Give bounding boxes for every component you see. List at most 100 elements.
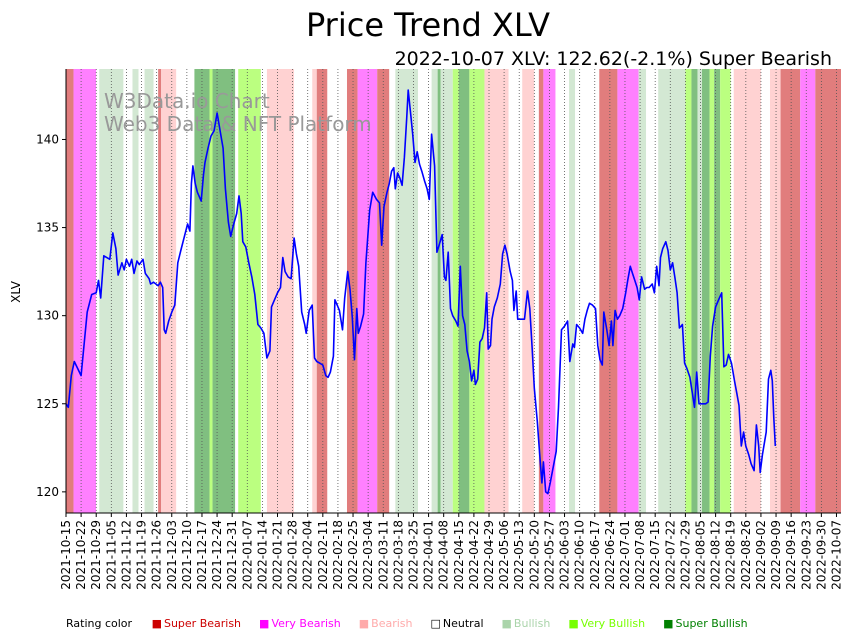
- rating-band-super-bearish: [346, 69, 358, 513]
- legend-swatch: ■: [568, 617, 579, 630]
- x-tick-label: 2022-09-02: [754, 520, 768, 590]
- y-tick-label: 120: [36, 485, 59, 499]
- y-tick-label: 125: [36, 397, 59, 411]
- x-tick-label: 2021-12-10: [180, 520, 194, 590]
- rating-band-very-bullish: [685, 69, 692, 513]
- rating-band-super-bullish: [458, 69, 470, 513]
- x-tick-label: 2022-08-19: [724, 520, 738, 590]
- x-tick-label: 2022-02-04: [301, 520, 315, 590]
- legend-item-very-bullish: ■ Very Bullish: [568, 617, 647, 630]
- rating-band-bearish: [484, 69, 509, 513]
- x-tick-label: 2021-10-22: [74, 520, 88, 590]
- x-tick-label: 2022-02-11: [316, 520, 330, 590]
- rating-band-neutral: [534, 69, 539, 513]
- legend-swatch: ■: [259, 617, 270, 630]
- rating-band-super-bearish: [158, 69, 162, 513]
- rating-band-bullish: [569, 69, 576, 513]
- price-line: [65, 89, 777, 495]
- rating-band-bearish: [161, 69, 177, 513]
- watermark-line-2: Web3 Data & NFT Platform: [104, 112, 372, 136]
- legend-label: Bearish: [371, 617, 413, 630]
- x-tick-label: 2022-02-25: [346, 520, 360, 590]
- x-tick-label: 2021-12-24: [210, 520, 224, 590]
- rating-band-super-bullish: [691, 69, 698, 513]
- legend-swatch: ■: [663, 617, 674, 630]
- legend-item-super-bearish: ■ Super Bearish: [152, 617, 243, 630]
- x-tick-label: 2022-10-07: [830, 520, 844, 590]
- rating-band-bullish: [431, 69, 438, 513]
- rating-band-super-bullish: [714, 69, 721, 513]
- x-tick-label: 2022-06-03: [558, 520, 572, 590]
- legend-label: Bullish: [513, 617, 551, 630]
- rating-band-neutral: [555, 69, 570, 513]
- x-tick-label: 2022-09-30: [814, 520, 828, 590]
- rating-band-very-bearish: [617, 69, 639, 513]
- rating-band-very-bearish: [73, 69, 97, 513]
- chart-title: Price Trend XLV: [306, 6, 550, 44]
- x-tick-label: 2022-06-17: [588, 520, 602, 590]
- rating-band-very-bearish: [357, 69, 378, 513]
- x-tick-label: 2022-03-18: [391, 520, 405, 590]
- legend-swatch: ■: [151, 617, 162, 630]
- rating-band-neutral: [389, 69, 396, 513]
- x-tick-label: 2022-07-22: [663, 520, 677, 590]
- rating-band-neutral: [575, 69, 600, 513]
- legend-title: Rating color: [66, 617, 133, 630]
- x-tick-label: 2022-02-18: [331, 520, 345, 590]
- x-tick-label: 2022-03-11: [376, 520, 390, 590]
- rating-band-bullish: [697, 69, 703, 513]
- rating-band-bearish: [312, 69, 317, 513]
- x-tick-label: 2022-01-14: [255, 520, 269, 590]
- rating-band-very-bullish: [469, 69, 485, 513]
- rating-band-super-bearish: [780, 69, 801, 513]
- legend-item-bearish: ■ Bearish: [359, 617, 415, 630]
- x-tick-label: 2021-12-03: [165, 520, 179, 590]
- legend-item-neutral: □ Neutral: [431, 617, 486, 630]
- rating-band-super-bullish: [437, 69, 441, 513]
- legend-item-super-bullish: ■ Super Bullish: [663, 617, 750, 630]
- rating-band-super-bullish: [212, 69, 236, 513]
- x-tick-label: 2022-03-25: [407, 520, 421, 590]
- watermark-line-1: W3Data.io Chart: [104, 89, 270, 113]
- x-tick-label: 2022-07-29: [678, 520, 692, 590]
- rating-band-neutral: [96, 69, 100, 513]
- rating-band-neutral: [235, 69, 239, 513]
- rating-band-very-bearish: [800, 69, 816, 513]
- legend-swatch: ■: [358, 617, 370, 630]
- x-tick-label: 2022-04-15: [452, 520, 466, 590]
- x-tick-label: 2022-09-09: [769, 520, 783, 590]
- x-tick-label: 2022-03-04: [361, 520, 375, 590]
- rating-band-very-bullish: [209, 69, 213, 513]
- x-tick-label: 2021-11-12: [119, 520, 133, 590]
- rating-band-bearish: [266, 69, 295, 513]
- rating-band-bullish: [658, 69, 686, 513]
- x-tick-label: 2022-09-16: [784, 520, 798, 590]
- rating-band-bearish: [733, 69, 761, 513]
- week-gridlines: [65, 69, 837, 513]
- rating-band-bullish: [638, 69, 647, 513]
- rating-band-neutral: [260, 69, 267, 513]
- legend-label: Very Bearish: [271, 617, 341, 630]
- x-tick-label: 2022-04-08: [437, 520, 451, 590]
- x-tick-label: 2022-05-27: [542, 520, 556, 590]
- x-tick-label: 2021-11-26: [150, 520, 164, 590]
- rating-band-neutral: [730, 69, 734, 513]
- legend-swatch: ■: [501, 617, 512, 630]
- x-axis-ticks: 2021-10-15 2021-10-22 2021-10-29 2021-11-05…: [59, 513, 844, 590]
- x-tick-label: 2022-09-23: [799, 520, 813, 590]
- y-tick-label: 135: [36, 221, 59, 235]
- rating-band-very-bullish: [720, 69, 731, 513]
- x-tick-label: 2022-07-15: [648, 520, 662, 590]
- x-tick-label: 2022-05-06: [497, 520, 511, 590]
- x-tick-label: 2021-10-29: [89, 520, 103, 590]
- watermark: W3Data.io Chart Web3 Data & NFT Platform: [104, 89, 372, 136]
- rating-band-super-bearish: [538, 69, 544, 513]
- x-tick-label: 2022-08-05: [694, 520, 708, 590]
- legend-label: Very Bullish: [580, 617, 646, 630]
- rating-band-neutral: [760, 69, 770, 513]
- x-tick-label: 2022-07-08: [633, 520, 647, 590]
- x-tick-label: 2022-04-22: [467, 520, 481, 590]
- x-tick-label: 2022-06-24: [603, 520, 617, 590]
- rating-band-neutral: [123, 69, 133, 513]
